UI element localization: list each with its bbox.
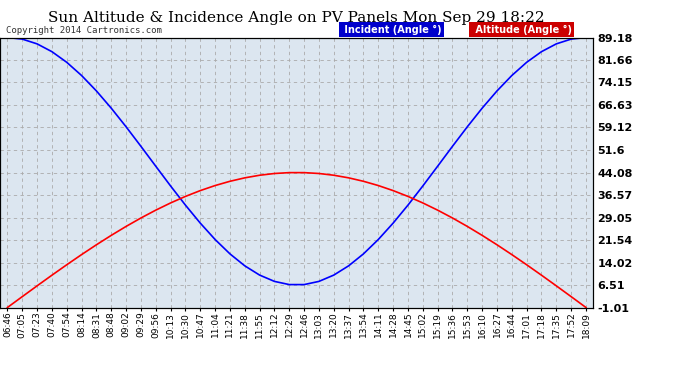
Text: Altitude (Angle °): Altitude (Angle °): [472, 25, 572, 35]
Text: Incident (Angle °): Incident (Angle °): [341, 25, 442, 35]
Text: Sun Altitude & Incidence Angle on PV Panels Mon Sep 29 18:22: Sun Altitude & Incidence Angle on PV Pan…: [48, 11, 545, 25]
Text: Copyright 2014 Cartronics.com: Copyright 2014 Cartronics.com: [6, 26, 162, 35]
